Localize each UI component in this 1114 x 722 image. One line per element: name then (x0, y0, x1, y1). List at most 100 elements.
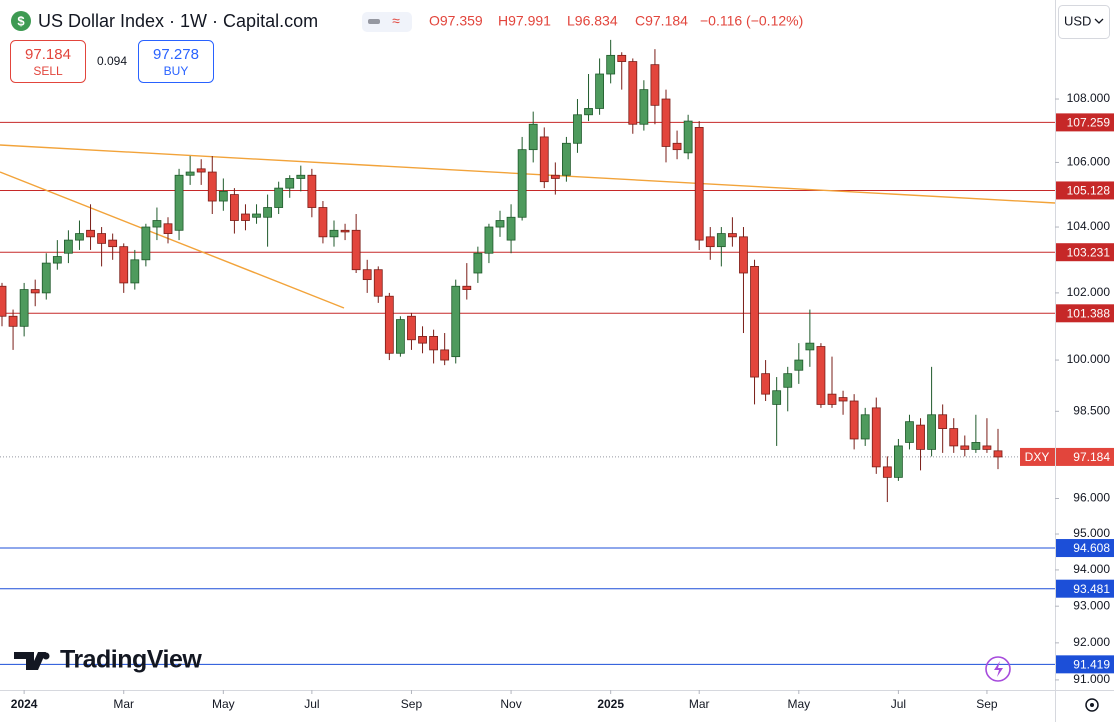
ohlc-close: C97.184 (635, 13, 688, 29)
candle-body (362, 269, 372, 281)
y-tick-label: 102.000 (1067, 285, 1111, 299)
candle-body (119, 246, 129, 284)
candle-body (395, 319, 405, 354)
candle-body (207, 171, 217, 202)
candle-body (894, 445, 903, 478)
candle-body (750, 265, 759, 378)
axis-layer: 108.000 106.000 104.000 102.000 100.000 98.50… (11, 91, 1114, 711)
candle-body (783, 373, 793, 388)
candle-body (285, 178, 295, 189)
settings-icon-glyph (1090, 703, 1094, 707)
symbol-icon (11, 11, 31, 31)
spread: 0.094 (97, 54, 127, 68)
candle-body (705, 236, 715, 248)
candle-body (418, 335, 427, 344)
candle-body (75, 233, 84, 241)
indicator-toggle[interactable] (362, 12, 412, 32)
candle-body (794, 359, 804, 371)
level-tag (1056, 579, 1114, 598)
candle-body (716, 233, 726, 248)
x-tick-label: Jul (891, 697, 906, 711)
candle-body (882, 466, 892, 478)
candle-body (274, 187, 284, 208)
x-tick-label: Mar (689, 697, 710, 711)
buy-label: BUY (164, 64, 189, 78)
candle-body (517, 149, 527, 218)
candle-body (595, 73, 604, 109)
candle-body (318, 207, 328, 238)
candle-body (761, 373, 770, 395)
candle-body (960, 445, 970, 450)
x-tick-label: 2024 (11, 697, 38, 711)
dropdown-caret (1094, 18, 1104, 24)
x-tick-label: May (212, 697, 235, 711)
candle-body (0, 285, 7, 317)
candle-body (97, 233, 106, 244)
level-label: 94.608 (1073, 541, 1110, 555)
sell-price: 97.184 (25, 46, 71, 63)
level-label: 103.231 (1067, 245, 1111, 259)
y-tick-label: 100.000 (1067, 352, 1111, 366)
candle-body (694, 127, 704, 241)
candle-body (506, 216, 516, 241)
candle-body (927, 414, 936, 450)
buy-button[interactable] (138, 40, 214, 83)
candle-body (296, 174, 306, 179)
candle-body (152, 220, 162, 228)
candle-body (606, 54, 616, 75)
x-tick-label: Sep (976, 697, 998, 711)
candle-body (241, 213, 250, 221)
y-tick-label: 106.000 (1067, 155, 1111, 169)
candle-body (351, 229, 361, 271)
candle-body (982, 445, 992, 450)
candle-body (728, 233, 737, 238)
last-price-tag (1056, 447, 1114, 466)
candle-body (827, 393, 837, 405)
assistant-icon-glyph (994, 661, 1003, 677)
candle-body (30, 289, 40, 294)
candle-body (141, 226, 151, 261)
symbol-label: DXY (1025, 450, 1050, 464)
logo-mark (42, 652, 50, 660)
candle-body (639, 89, 649, 125)
symbol-icon-glyph: $ (17, 13, 25, 28)
y-tick-label: 92.000 (1073, 635, 1110, 649)
trend-line (0, 171, 345, 309)
candle-body (816, 346, 826, 405)
level-label: 91.419 (1073, 658, 1110, 672)
x-tick-label: Nov (500, 697, 521, 711)
candle-body (805, 342, 815, 351)
sell-button[interactable] (10, 40, 86, 83)
logo-mark (14, 652, 46, 670)
candle-body (373, 269, 383, 297)
x-tick-label: Mar (113, 697, 134, 711)
candle-body (19, 289, 29, 327)
candles-layer (0, 39, 1003, 503)
candle-body (196, 168, 206, 173)
assistant-icon[interactable] (985, 656, 1011, 682)
settings-icon[interactable] (1085, 698, 1099, 712)
candle-body (628, 61, 638, 125)
candle-body (163, 223, 173, 234)
currency-button[interactable] (1058, 5, 1110, 39)
candle-body (229, 194, 239, 221)
candle-body (562, 142, 571, 176)
chart-title: US Dollar Index · 1W · Capital.com (38, 11, 318, 31)
candle-body (971, 442, 981, 450)
y-tick-label: 96.000 (1073, 491, 1110, 505)
level-tag (1056, 304, 1114, 323)
candle-body (407, 315, 416, 341)
candle-body (916, 424, 925, 450)
candle-body (484, 226, 494, 254)
level-tag (1056, 113, 1114, 132)
candle-body (739, 236, 748, 274)
candle-body (252, 213, 261, 218)
x-tick-label: 2025 (597, 697, 624, 711)
candle-body (8, 315, 18, 327)
candle-body (938, 414, 948, 429)
candle-body (440, 349, 450, 361)
x-tick-label: Sep (401, 697, 423, 711)
candle-body (905, 421, 914, 443)
level-label: 93.481 (1073, 582, 1110, 596)
